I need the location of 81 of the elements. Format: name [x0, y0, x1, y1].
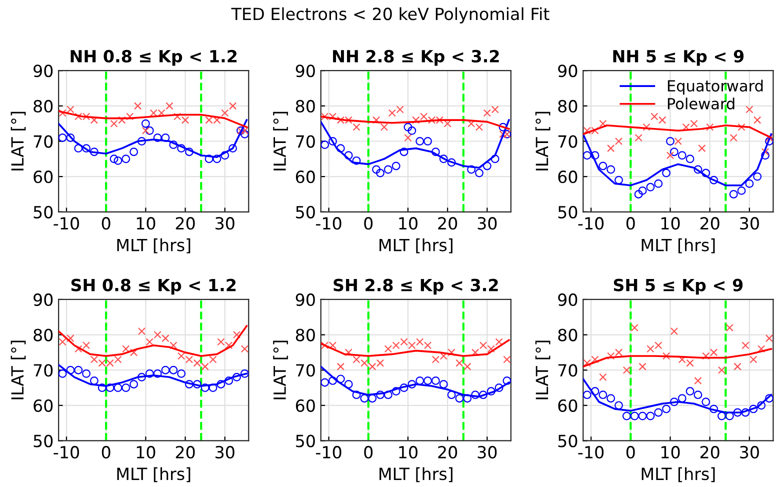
y-tick-label: 80: [558, 100, 578, 112]
y-tick-label: 60: [34, 399, 53, 412]
x-axis-title: MLT [hrs]: [642, 238, 715, 254]
y-tick-label: 90: [34, 64, 53, 78]
y-tick-label: 90: [558, 64, 578, 78]
y-axis-title: ILAT [°]: [273, 340, 288, 400]
x-axis-title: MLT [hrs]: [380, 238, 452, 254]
y-axis-title: ILAT [°]: [10, 340, 26, 400]
y-tick-label: 80: [296, 100, 315, 112]
y-tick-label: 70: [34, 364, 53, 377]
y-axis-title: ILAT [°]: [273, 112, 288, 170]
y-tick-label: 90: [34, 293, 53, 306]
chart-title: SH 5 ≤ Kp < 9: [614, 278, 743, 295]
x-tick-label: 30: [740, 446, 759, 458]
x-tick-label: -10: [578, 446, 604, 458]
x-tick-label: 10: [661, 446, 680, 458]
y-tick-label: 90: [296, 293, 315, 306]
x-tick-label: -10: [316, 217, 342, 230]
x-axis-title: MLT [hrs]: [117, 467, 190, 482]
y-tick-label: 80: [296, 328, 315, 342]
x-axis-title: MLT [hrs]: [117, 238, 190, 254]
x-tick-label: 0: [102, 217, 110, 230]
x-tick-label: 20: [176, 446, 195, 458]
y-tick-label: 60: [34, 170, 53, 184]
x-tick-label: 20: [438, 217, 458, 230]
legend-label: Poleward: [668, 98, 734, 110]
y-tick-label: 80: [34, 328, 53, 342]
x-tick-label: 20: [438, 446, 458, 458]
x-axis-title: MLT [hrs]: [380, 467, 452, 482]
x-tick-label: 0: [364, 446, 373, 458]
x-tick-label: -10: [316, 446, 342, 458]
y-tick-label: 70: [558, 135, 578, 148]
x-tick-label: 20: [176, 217, 195, 230]
y-tick-label: 50: [34, 206, 53, 218]
y-tick-label: 60: [296, 170, 315, 184]
legend-label: Equatorward: [668, 80, 763, 95]
y-tick-label: 70: [296, 364, 315, 377]
y-tick-label: 50: [558, 206, 578, 218]
y-tick-label: 80: [558, 328, 578, 342]
x-tick-label: 10: [399, 217, 418, 230]
y-tick-label: 70: [558, 364, 578, 377]
x-tick-label: 30: [216, 446, 234, 458]
y-tick-label: 50: [296, 434, 315, 448]
y-tick-label: 50: [558, 434, 578, 448]
x-tick-label: -10: [578, 217, 604, 230]
chart-title: NH 2.8 ≤ Kp < 3.2: [333, 50, 499, 66]
text: TED Electrons < 20 keV Polynomial Fit: [231, 7, 550, 24]
y-tick-label: 50: [296, 206, 315, 218]
y-tick-label: 90: [558, 293, 578, 306]
chart-title: NH 5 ≤ Kp < 9: [613, 50, 744, 66]
y-tick-label: 70: [296, 135, 315, 148]
y-tick-label: 60: [558, 170, 578, 184]
y-tick-label: 80: [34, 100, 53, 112]
x-tick-label: -10: [54, 217, 79, 230]
x-tick-label: 10: [399, 446, 418, 458]
x-tick-label: 20: [700, 446, 720, 458]
x-tick-label: 30: [216, 217, 234, 230]
y-axis-title: ILAT [°]: [535, 112, 550, 170]
y-tick-label: 50: [34, 434, 53, 448]
y-axis-title: ILAT [°]: [10, 112, 26, 170]
x-tick-label: 30: [478, 217, 497, 230]
x-tick-label: 10: [136, 217, 156, 230]
x-tick-label: 10: [661, 217, 680, 230]
y-tick-label: 90: [296, 64, 315, 78]
x-tick-label: 0: [102, 446, 110, 458]
chart-title: SH 0.8 ≤ Kp < 1.2: [71, 278, 236, 295]
chart-title: NH 0.8 ≤ Kp < 1.2: [70, 50, 237, 66]
x-tick-label: 10: [136, 446, 156, 458]
x-tick-label: 30: [478, 446, 497, 458]
x-axis-title: MLT [hrs]: [642, 467, 715, 482]
x-tick-label: 0: [626, 217, 635, 230]
x-tick-label: 20: [700, 217, 720, 230]
chart-title: SH 2.8 ≤ Kp < 3.2: [334, 278, 498, 295]
x-tick-label: -10: [54, 446, 79, 458]
x-tick-label: 30: [740, 217, 759, 230]
x-tick-label: 0: [626, 446, 635, 458]
y-axis-title: ILAT [°]: [535, 340, 550, 400]
y-tick-label: 60: [296, 399, 315, 412]
y-tick-label: 60: [558, 399, 578, 412]
x-tick-label: 0: [364, 217, 373, 230]
y-tick-label: 70: [34, 135, 53, 148]
